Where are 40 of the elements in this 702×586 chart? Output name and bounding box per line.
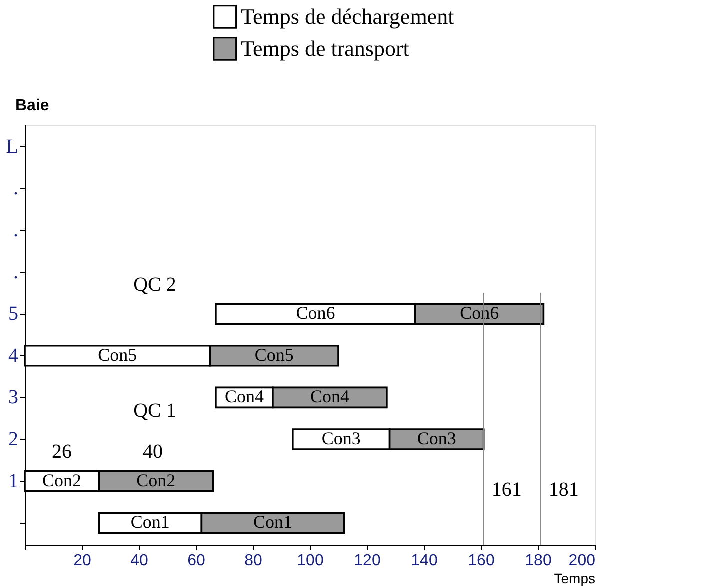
data-label: Con3 <box>417 428 456 448</box>
x-tick-label: 120 <box>354 552 381 570</box>
x-tick-label: 100 <box>297 552 324 570</box>
y-tick-label: 2 <box>8 428 18 450</box>
data-label: Con4 <box>224 386 264 407</box>
ref-line-label: 161 <box>492 479 522 501</box>
data-label: Con1 <box>130 512 170 532</box>
data-label: Con5 <box>98 344 138 365</box>
y-tick-label: 5 <box>8 303 18 326</box>
y-tick-label: L <box>6 136 18 158</box>
annotation: 26 <box>52 441 72 463</box>
data-label: Con2 <box>42 470 82 490</box>
data-label: Con6 <box>296 303 336 324</box>
annotation: QC 2 <box>134 274 176 296</box>
y-tick-label: 4 <box>8 344 18 367</box>
x-tick-label: 140 <box>411 552 438 570</box>
annotation: 40 <box>143 441 163 463</box>
x-tick-label: 60 <box>188 552 206 570</box>
data-label: Con4 <box>310 386 350 407</box>
y-axis-title: Baie <box>16 98 50 114</box>
x-tick-label: 160 <box>468 552 495 570</box>
data-label: Con1 <box>253 512 292 532</box>
legend-label: Temps de déchargement <box>241 4 454 29</box>
data-label: Con3 <box>322 428 361 448</box>
x-tick-label: 200 <box>568 552 596 570</box>
y-tick-label: . <box>14 178 18 200</box>
x-tick-label: 180 <box>525 552 552 570</box>
legend-label: Temps de transport <box>241 36 410 61</box>
x-tick-label: 40 <box>130 552 148 570</box>
data-label: Con6 <box>460 303 500 324</box>
y-tick-label: 1 <box>8 470 18 492</box>
y-tick-label: 3 <box>8 386 18 409</box>
x-tick-label: 80 <box>244 552 262 570</box>
y-tick-label: . <box>14 261 18 284</box>
ref-line-label: 181 <box>548 479 579 501</box>
y-tick-label: . <box>14 220 18 242</box>
data-label: Con5 <box>254 344 294 365</box>
x-tick-label: 20 <box>74 552 92 570</box>
annotation: QC 1 <box>134 400 176 422</box>
data-label: Con2 <box>136 470 176 490</box>
